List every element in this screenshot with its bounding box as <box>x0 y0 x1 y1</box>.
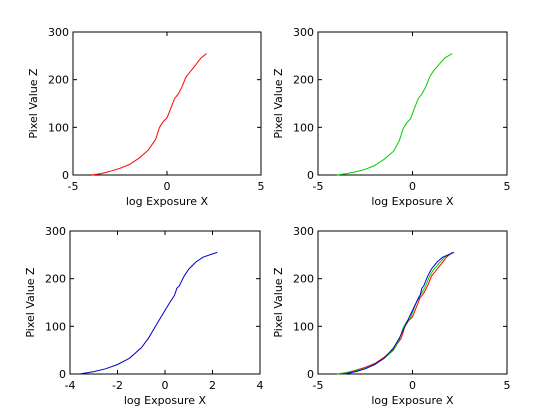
axes-frame <box>317 31 508 176</box>
x-tick-label: 5 <box>504 379 511 392</box>
y-axis-label: Pixel Value Z <box>272 267 285 338</box>
x-tick-label: -4 <box>65 379 76 392</box>
y-tick-label: 0 <box>307 169 314 182</box>
x-tick-label: -5 <box>313 180 324 193</box>
y-tick-label: 100 <box>48 121 69 134</box>
x-axis-label: log Exposure X <box>124 394 207 407</box>
series-line-2 <box>336 251 453 375</box>
y-tick-label: 100 <box>293 121 314 134</box>
axes-frame <box>317 230 508 375</box>
y-tick-label: 300 <box>293 225 314 238</box>
y-tick-label: 100 <box>45 320 66 333</box>
x-tick-label: -5 <box>68 180 79 193</box>
x-tick-label: 4 <box>257 379 264 392</box>
y-tick-label: 100 <box>293 320 314 333</box>
x-tick-label: 0 <box>409 180 416 193</box>
series-line-1 <box>336 252 453 375</box>
y-tick-label: 0 <box>59 368 66 381</box>
x-tick-label: 0 <box>409 379 416 392</box>
series-line-1 <box>91 53 207 176</box>
y-axis-label: Pixel Value Z <box>272 68 285 139</box>
y-tick-label: 300 <box>293 26 314 39</box>
y-tick-label: 0 <box>62 169 69 182</box>
y-tick-label: 300 <box>48 26 69 39</box>
y-axis-label: Pixel Value Z <box>24 267 37 338</box>
subplot-3: -4 -2 0 2 4 0 100 200 300 log Exposure X Pixel Val… <box>24 225 264 407</box>
x-axis-label: log Exposure X <box>371 195 454 208</box>
series-line-3 <box>344 251 455 375</box>
x-tick-label: -2 <box>112 379 123 392</box>
x-tick-label: 2 <box>209 379 216 392</box>
x-axis-label: log Exposure X <box>371 394 454 407</box>
axes-frame <box>69 230 261 375</box>
x-axis-label: log Exposure X <box>126 195 209 208</box>
y-tick-label: 200 <box>45 273 66 286</box>
y-tick-label: 200 <box>48 74 69 87</box>
x-tick-label: 0 <box>164 180 171 193</box>
axes-frame <box>72 31 262 176</box>
x-tick-label: 5 <box>258 180 265 193</box>
y-tick-label: 0 <box>307 368 314 381</box>
y-axis-label: Pixel Value Z <box>27 68 40 139</box>
y-tick-label: 200 <box>293 74 314 87</box>
series-line-1 <box>79 251 218 375</box>
y-tick-label: 300 <box>45 225 66 238</box>
series-line-1 <box>336 53 453 176</box>
y-tick-label: 200 <box>293 273 314 286</box>
x-tick-label: 5 <box>504 180 511 193</box>
x-tick-label: -5 <box>313 379 324 392</box>
x-tick-label: 0 <box>162 379 169 392</box>
